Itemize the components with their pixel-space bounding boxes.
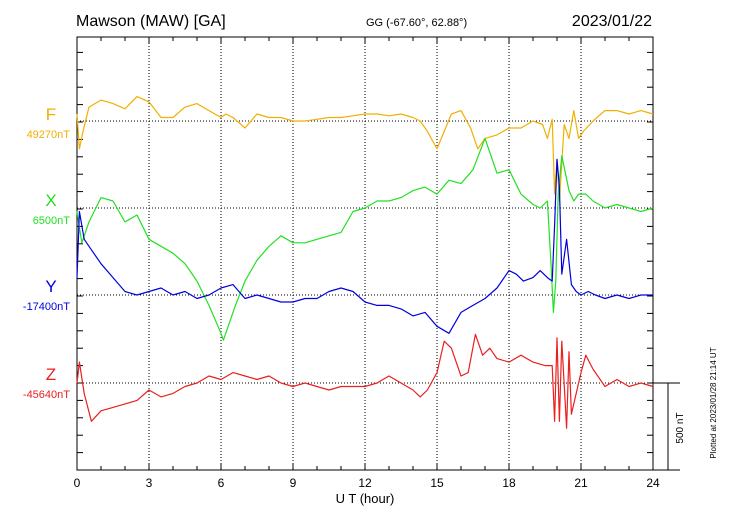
x-tick-label: 9 xyxy=(290,476,297,490)
scale-bar-label: 500 nT xyxy=(675,412,686,443)
x-tick-label: 21 xyxy=(574,476,588,490)
series-labels: F 49270nT X 6500nT Y -17400nT Z -45640nT xyxy=(23,105,70,401)
series-baseline-f: 49270nT xyxy=(27,129,71,141)
x-tick-label: 0 xyxy=(74,476,81,490)
series-baseline-y: -17400nT xyxy=(23,301,70,313)
series-name-y: Y xyxy=(45,277,56,296)
series-line-z xyxy=(76,333,654,429)
x-tick-labels: 0 3 6 9 12 15 18 21 24 xyxy=(74,476,660,490)
x-axis-label: U T (hour) xyxy=(336,491,395,506)
series-name-z: Z xyxy=(46,365,56,384)
grid-lines xyxy=(148,37,582,470)
x-tick-label: 24 xyxy=(646,476,660,490)
x-tick-label: 3 xyxy=(146,476,153,490)
series-lines xyxy=(76,95,654,429)
series-name-x: X xyxy=(45,191,56,210)
scale-bar: 500 nT xyxy=(653,382,686,471)
x-tick-label: 18 xyxy=(502,476,516,490)
axis-ticks xyxy=(76,37,654,471)
station-title: Mawson (MAW) [GA] xyxy=(76,13,226,30)
series-name-f: F xyxy=(46,105,56,124)
station-coords: GG (-67.60°, 62.88°) xyxy=(366,17,467,29)
series-line-x xyxy=(76,137,654,341)
series-line-y xyxy=(76,158,653,334)
x-tick-label: 15 xyxy=(430,476,444,490)
series-baseline-z: -45640nT xyxy=(23,389,70,401)
x-tick-label: 6 xyxy=(218,476,225,490)
plot-date: 2023/01/22 xyxy=(572,13,652,30)
series-baseline-x: 6500nT xyxy=(33,215,71,227)
x-tick-label: 12 xyxy=(358,476,372,490)
plotted-timestamp: Plotted at 2023/01/28 21:14 UT xyxy=(709,347,718,458)
series-line-f xyxy=(76,95,654,202)
